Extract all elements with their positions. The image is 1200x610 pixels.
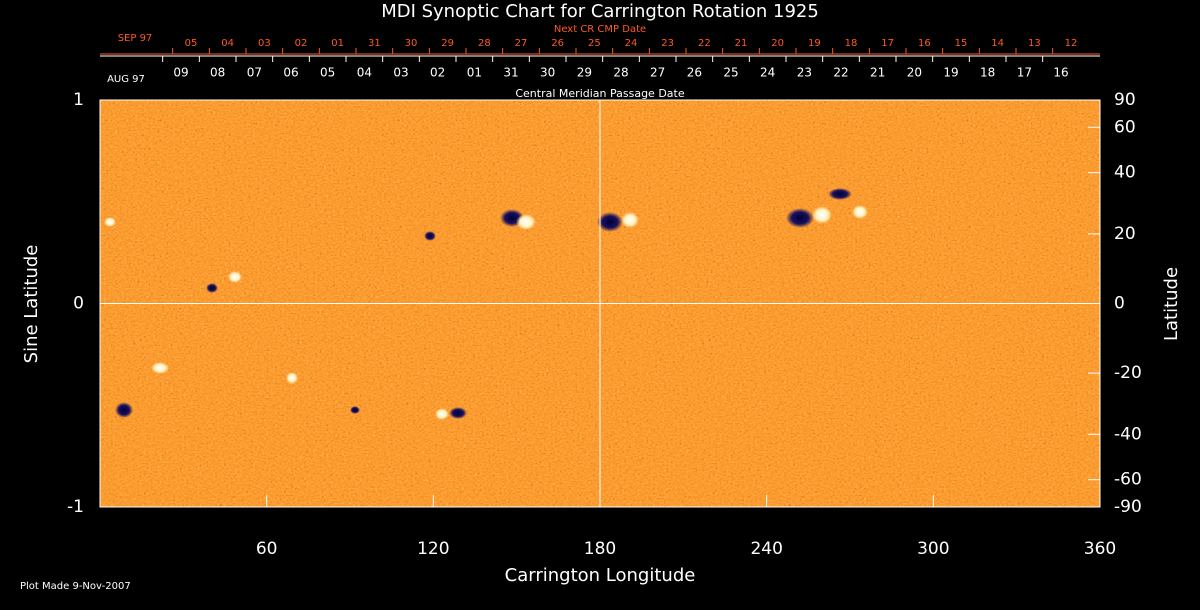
x-tick-label: 180 [584, 539, 616, 559]
x-tick-label: 60 [256, 539, 278, 559]
date-label: 02 [430, 66, 445, 80]
date-axis-start: SEP 97 [118, 33, 153, 44]
date-label: 20 [907, 66, 922, 80]
chart-title: MDI Synoptic Chart for Carrington Rotati… [381, 1, 819, 22]
y2-tick-label: 90 [1114, 90, 1136, 110]
date-label: 19 [943, 66, 958, 80]
date-label: 22 [833, 66, 848, 80]
date-label: 24 [760, 66, 775, 80]
date-label: 05 [185, 38, 198, 49]
date-label: 25 [723, 66, 738, 80]
date-axis-start: AUG 97 [107, 74, 145, 85]
date-label: 06 [283, 66, 298, 80]
x-axis-label: Carrington Longitude [505, 565, 696, 586]
date-label: 26 [687, 66, 702, 80]
date-label: 12 [1065, 38, 1078, 49]
next-cmp-label: Next CR CMP Date [554, 24, 646, 35]
y2-tick-label: -90 [1114, 497, 1142, 517]
date-label: 17 [1017, 66, 1032, 80]
date-label: 28 [478, 38, 491, 49]
date-label: 14 [991, 38, 1004, 49]
date-label: 16 [1053, 66, 1068, 80]
date-label: 16 [918, 38, 931, 49]
y2-tick-label: 60 [1114, 117, 1136, 137]
date-label: 31 [368, 38, 381, 49]
date-label: 30 [540, 66, 555, 80]
date-label: 20 [771, 38, 784, 49]
active-regions [104, 188, 868, 420]
date-label: 23 [661, 38, 674, 49]
date-label: 24 [625, 38, 638, 49]
y-tick-label: 1 [73, 90, 84, 110]
date-label: 04 [357, 66, 372, 80]
y2-tick-label: -40 [1114, 424, 1142, 444]
date-label: 08 [210, 66, 225, 80]
x-tick-label: 360 [1084, 539, 1116, 559]
date-label: 23 [797, 66, 812, 80]
date-label: 13 [1028, 38, 1041, 49]
y2-tick-label: 20 [1114, 224, 1136, 244]
date-label: 07 [247, 66, 262, 80]
date-label: 29 [577, 66, 592, 80]
date-label: 19 [808, 38, 821, 49]
footer: Plot Made 9-Nov-2007 [20, 581, 131, 592]
date-label: 22 [698, 38, 711, 49]
date-label: 27 [650, 66, 665, 80]
y2-tick-label: -60 [1114, 470, 1142, 490]
cmp-label: Central Meridian Passage Date [515, 87, 684, 100]
y2-tick-label: 40 [1114, 163, 1136, 183]
date-label: 21 [735, 38, 748, 49]
date-label: 26 [551, 38, 564, 49]
y2-tick-label: 0 [1114, 294, 1125, 314]
date-label: 27 [515, 38, 528, 49]
date-label: 28 [613, 66, 628, 80]
date-label: 02 [295, 38, 308, 49]
x-tick-label: 240 [750, 539, 782, 559]
date-label: 03 [393, 66, 408, 80]
date-label: 05 [320, 66, 335, 80]
date-label: 29 [441, 38, 454, 49]
y-tick-label: 0 [73, 294, 84, 314]
y2-tick-label: -20 [1114, 363, 1142, 383]
date-label: 18 [980, 66, 995, 80]
date-label: 17 [881, 38, 894, 49]
date-label: 01 [331, 38, 344, 49]
y-axis-label: Sine Latitude [21, 245, 42, 364]
x-tick-label: 300 [917, 539, 949, 559]
date-label: 03 [258, 38, 271, 49]
date-label: 18 [845, 38, 858, 49]
date-label: 15 [955, 38, 968, 49]
date-label: 30 [405, 38, 418, 49]
date-label: 01 [467, 66, 482, 80]
x-tick-label: 120 [417, 539, 449, 559]
date-label: 09 [173, 66, 188, 80]
y-tick-label: -1 [67, 497, 84, 517]
y2-axis-label: Latitude [1161, 267, 1182, 341]
date-label: 31 [503, 66, 518, 80]
date-label: 25 [588, 38, 601, 49]
date-label: 21 [870, 66, 885, 80]
date-label: 04 [221, 38, 234, 49]
